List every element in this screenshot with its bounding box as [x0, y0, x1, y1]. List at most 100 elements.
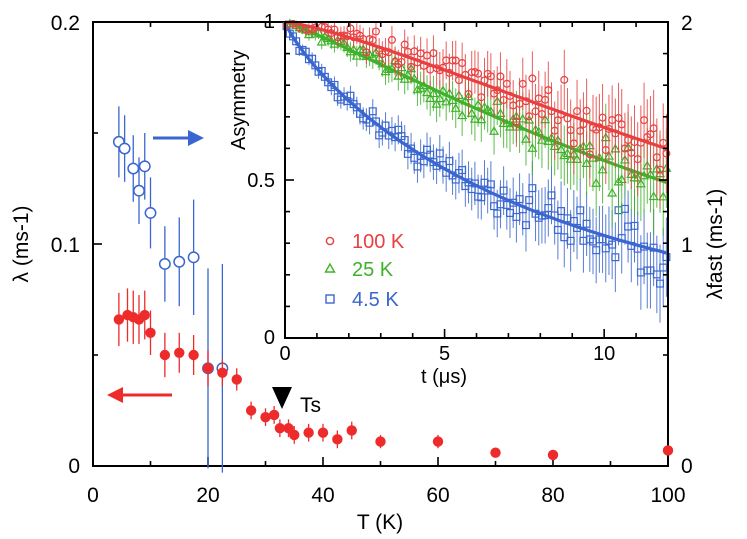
data-point [144, 206, 157, 219]
y-right-tick-label: 2 [681, 12, 693, 35]
inset-y-tick-label: 1 [264, 11, 275, 33]
inset-data-point [560, 75, 569, 84]
inset-data-point [504, 121, 516, 131]
legend-label-100k: 100 K [352, 231, 405, 253]
inset-y-tick-label: 0 [264, 327, 275, 349]
inset-data-point [616, 174, 627, 184]
inset-data-point [441, 96, 452, 106]
y-axis-label: λ (ms-1) [10, 206, 33, 283]
inset-data-point [495, 108, 506, 117]
inset-data-point [399, 74, 410, 83]
lambda-fast-series [112, 106, 229, 473]
inset-x-axis-label: t (μs) [421, 366, 467, 388]
data-point [268, 409, 280, 421]
data-point [173, 255, 186, 268]
data-point [174, 347, 185, 358]
data-point [346, 425, 357, 436]
data-point [138, 160, 151, 173]
x-tick-label: 0 [87, 484, 99, 507]
inset-data-point [591, 178, 602, 187]
inset-data-point [476, 114, 487, 124]
inset-data-point [371, 27, 380, 36]
inset-legend: 100 K 25 K 4.5 K [324, 231, 405, 311]
data-point [187, 251, 200, 264]
x-tick-label: 80 [541, 484, 564, 507]
inset-data-point [635, 178, 646, 188]
inset-data-point [397, 57, 406, 66]
inset-data-point [613, 176, 624, 186]
inset-data-point [466, 108, 477, 117]
inset-data [282, 18, 672, 323]
inset-data-point [520, 133, 532, 143]
inset-data-point [387, 35, 396, 44]
data-point [375, 436, 386, 447]
legend-marker-4-5k [325, 294, 335, 304]
inset-fit-curve [283, 21, 669, 255]
data-point [145, 327, 156, 338]
legend-label-4-5k: 4.5 K [352, 289, 399, 311]
transition-marker [272, 387, 292, 409]
data-point [303, 427, 314, 438]
inset-series-2 [282, 21, 671, 323]
inset-data-point [464, 90, 473, 99]
data-point [245, 405, 257, 416]
inset-data-point [572, 154, 583, 163]
inset-data-point [658, 191, 669, 201]
inset-data-point [474, 69, 483, 78]
inset-data-point [528, 74, 537, 83]
inset-data-point [370, 47, 381, 56]
inset-x-tick-label: 5 [439, 343, 450, 365]
inset-data-point [611, 253, 620, 262]
x-tick-label: 60 [426, 484, 449, 507]
inset-data-point [489, 126, 500, 135]
inset-data-point [607, 187, 618, 197]
data-point [490, 447, 501, 458]
data-point [274, 423, 286, 434]
y-tick-label: 0.1 [51, 234, 80, 257]
inset-series-0 [282, 19, 671, 209]
inset-y-axis-label: Asymmetry [228, 50, 250, 150]
data-point [188, 349, 199, 361]
data-point [133, 184, 145, 197]
data-point [260, 411, 271, 423]
legend-label-25k: 25 K [352, 259, 394, 281]
data-point [289, 429, 300, 441]
x-tick-label: 100 [650, 484, 685, 507]
data-point [202, 363, 214, 374]
inset-data-point [292, 37, 301, 46]
inset-data-point [517, 113, 528, 123]
legend-marker-100k [325, 236, 335, 246]
data-point [159, 349, 171, 361]
inset-data-point [597, 164, 608, 174]
inset-data-point [569, 139, 578, 148]
inset-fit-curve [284, 20, 669, 185]
y-right-tick-label: 1 [681, 234, 693, 257]
inset-data-point [421, 87, 433, 97]
inset-data-point [434, 93, 445, 103]
data-point [317, 427, 329, 438]
legend-marker-25k [324, 262, 336, 273]
inset-data-point [556, 144, 567, 154]
data-point [158, 258, 171, 270]
inset-data-point [582, 106, 591, 115]
data-point [118, 142, 131, 155]
inset-data-point [428, 88, 439, 98]
data-point [113, 314, 125, 325]
left-axis-arrow [107, 387, 172, 403]
data-point [662, 445, 674, 456]
inset-data-point [469, 113, 480, 123]
inset-data-point [450, 103, 461, 112]
inset-data-point [425, 93, 436, 102]
y-tick-label: 0 [68, 455, 80, 478]
y-tick-label: 0.2 [51, 12, 80, 35]
inset-data-point [527, 143, 538, 152]
inset-x-tick-label: 0 [279, 343, 290, 365]
inset-axis-ticks [284, 21, 669, 339]
data-point [432, 436, 444, 447]
inset-data-point [525, 112, 534, 121]
data-point [332, 434, 343, 445]
y-right-tick-label: 0 [681, 455, 693, 478]
data-point [127, 162, 140, 175]
inset-data-point [559, 150, 570, 160]
